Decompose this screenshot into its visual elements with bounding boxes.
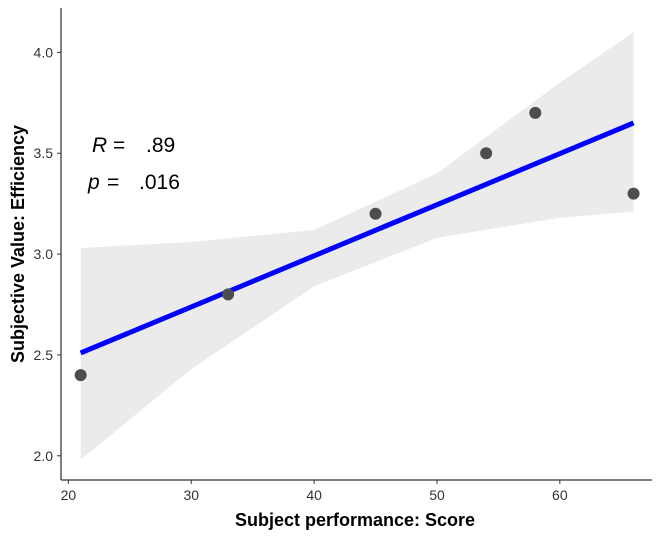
x-tick-label: 50	[429, 487, 445, 503]
fit-line-group	[79, 120, 635, 356]
p-value: .016	[139, 171, 180, 194]
r-equals: =	[113, 134, 125, 157]
data-point	[222, 288, 235, 301]
x-tick-label: 30	[183, 487, 199, 503]
y-tick-label: 3.5	[34, 145, 54, 161]
y-tick-label: 2.5	[34, 347, 54, 363]
x-ticks-group: 20 30 40 50 60	[61, 480, 568, 503]
confidence-band-group	[80, 32, 634, 460]
r-label: R	[92, 134, 107, 157]
regression-line	[79, 120, 635, 356]
data-point	[74, 369, 87, 382]
y-tick-label: 2.0	[34, 448, 54, 464]
y-ticks-group: 2.0 2.5 3.0 3.5 4.0	[34, 44, 61, 464]
data-points-group	[74, 106, 640, 382]
confidence-band	[80, 32, 634, 460]
data-point	[627, 187, 640, 200]
data-point	[529, 106, 542, 119]
p-equals: =	[107, 171, 119, 194]
x-axis-title: Subject performance: Score	[235, 510, 475, 530]
stats-annotation: R = .89 p = .016	[87, 134, 180, 194]
r-value: .89	[146, 134, 175, 157]
y-tick-label: 3.0	[34, 246, 54, 262]
x-tick-label: 20	[61, 487, 77, 503]
y-tick-label: 4.0	[34, 44, 54, 60]
data-point	[480, 147, 493, 160]
p-label: p	[87, 171, 100, 194]
x-tick-label: 60	[552, 487, 568, 503]
x-tick-label: 40	[306, 487, 322, 503]
y-axis-title: Subjective Value: Efficiency	[8, 125, 28, 363]
data-point	[369, 207, 382, 220]
